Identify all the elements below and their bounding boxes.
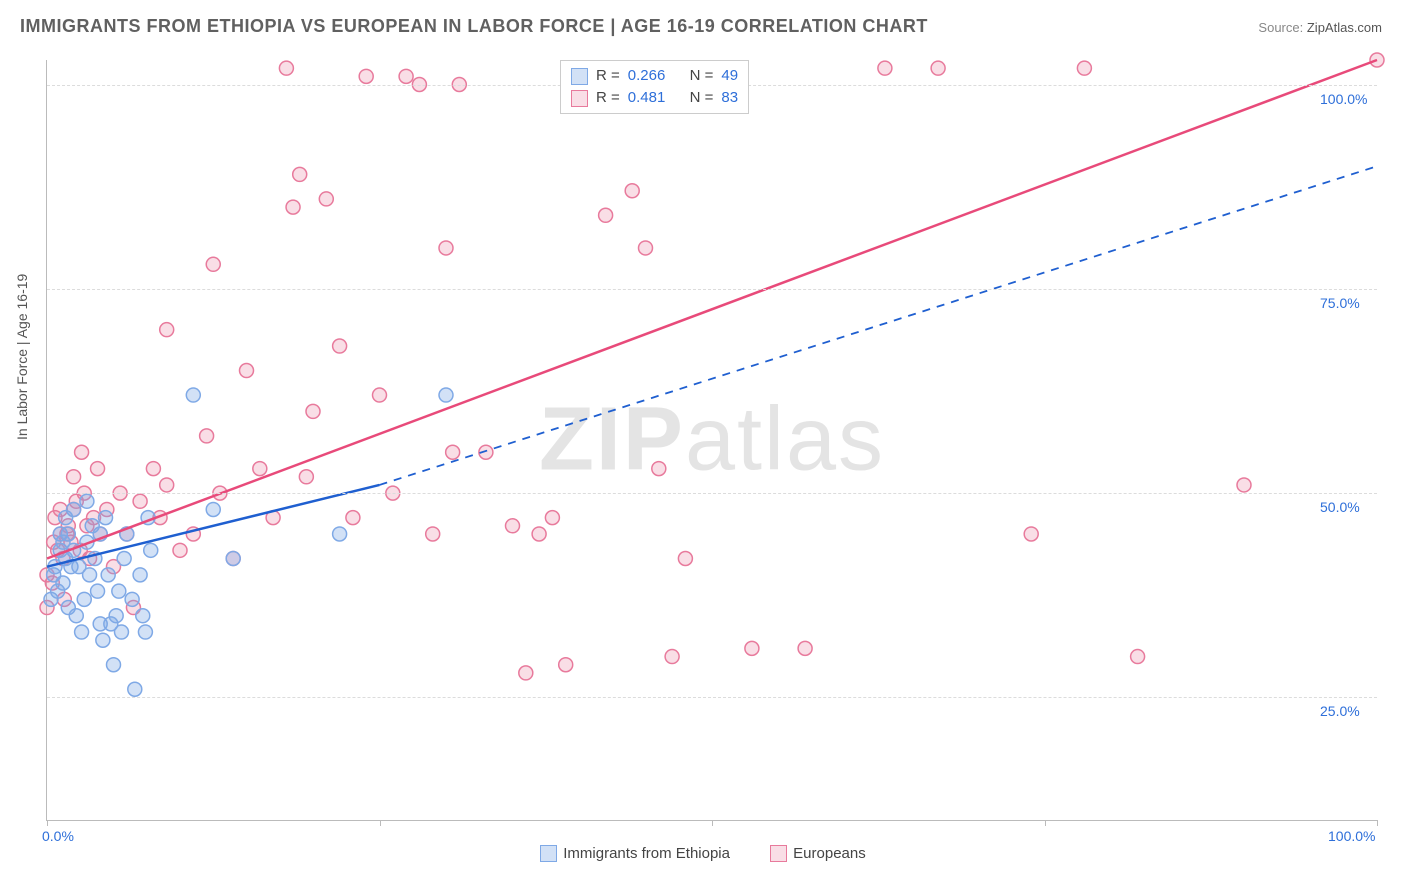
stat-r-2: 0.481 [628,87,666,109]
stat-r-label-2: R = [596,87,620,109]
stat-n-2: 83 [721,87,738,109]
y-axis-label: In Labor Force | Age 16-19 [14,274,30,440]
ytick-75: 75.0% [1320,295,1360,311]
ytick-50: 50.0% [1320,499,1360,515]
bottom-legend: Immigrants from Ethiopia Europeans [0,845,1406,866]
stat-r-1: 0.266 [628,65,666,87]
plot-area: ZIPatlas [46,60,1377,821]
chart-title: IMMIGRANTS FROM ETHIOPIA VS EUROPEAN IN … [20,16,928,37]
swatch-ethiopia [571,68,588,85]
stat-n-1: 49 [721,65,738,87]
stat-n-label-2: N = [690,87,714,109]
legend-swatch-ethiopia [540,845,557,862]
stats-row-2: R = 0.481 N = 83 [571,87,738,109]
chart-source: Source: ZipAtlas.com [1258,20,1382,35]
xtick-100: 100.0% [1328,828,1375,844]
legend-item-2: Europeans [770,845,866,862]
legend-swatch-europeans [770,845,787,862]
legend-label-2: Europeans [793,845,866,862]
stats-row-1: R = 0.266 N = 49 [571,65,738,87]
ytick-100: 100.0% [1320,91,1367,107]
stats-box: R = 0.266 N = 49 R = 0.481 N = 83 [560,60,749,114]
chart-svg [47,60,1377,820]
ytick-25: 25.0% [1320,703,1360,719]
legend-label-1: Immigrants from Ethiopia [563,845,730,862]
stat-r-label: R = [596,65,620,87]
stat-n-label: N = [690,65,714,87]
xtick-0: 0.0% [42,828,74,844]
source-value: ZipAtlas.com [1307,20,1382,35]
legend-item-1: Immigrants from Ethiopia [540,845,730,862]
source-label: Source: [1258,20,1303,35]
swatch-europeans [571,90,588,107]
